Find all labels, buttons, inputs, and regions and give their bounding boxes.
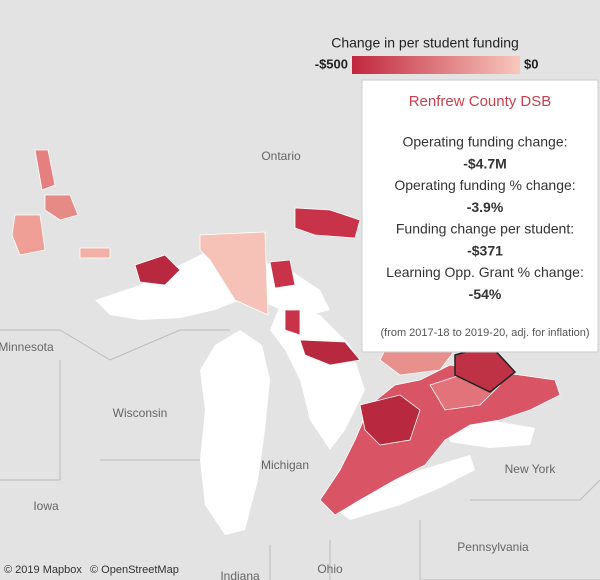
place-label: Ontario (261, 149, 301, 163)
legend: Change in per student funding -$500 $0 (315, 35, 538, 74)
attribution: © 2019 Mapbox © OpenStreetMap (4, 564, 179, 576)
tooltip-box (361, 79, 599, 353)
borders (0, 329, 600, 580)
tooltip-value: -3.9% (467, 199, 504, 215)
place-label: Michigan (261, 458, 309, 472)
tooltip-label: Funding change per student: (396, 221, 574, 237)
tooltip-value: -$371 (467, 243, 503, 259)
place-label: Pennsylvania (457, 540, 529, 554)
tooltip: Renfrew County DSB Operating funding cha… (361, 79, 599, 353)
tooltip-label: Operating funding % change: (394, 177, 575, 193)
legend-max: $0 (524, 56, 538, 71)
place-label: Minnesota (0, 340, 54, 354)
tooltip-label: Learning Opp. Grant % change: (386, 264, 584, 280)
tooltip-title: Renfrew County DSB (409, 93, 552, 110)
place-label: Ohio (317, 562, 343, 576)
tooltip-label: Operating funding change: (402, 134, 567, 150)
legend-title: Change in per student funding (331, 35, 519, 51)
place-label: New York (505, 462, 557, 476)
attribution: © 2019 Mapbox (4, 564, 82, 576)
place-label: Iowa (33, 499, 59, 513)
place-label: Indiana (220, 569, 260, 580)
tooltip-note: (from 2017-18 to 2019-20, adj. for infla… (380, 327, 589, 339)
attribution: © OpenStreetMap (90, 564, 179, 576)
tooltip-value: -54% (469, 286, 502, 302)
color-ramp (352, 56, 520, 74)
tooltip-value: -$4.7M (463, 156, 507, 172)
lakes (95, 250, 535, 535)
place-label: Wisconsin (113, 406, 168, 420)
place-labels: Ontario Minnesota Wisconsin Michigan Iow… (0, 149, 556, 580)
legend-min: -$500 (315, 56, 348, 71)
